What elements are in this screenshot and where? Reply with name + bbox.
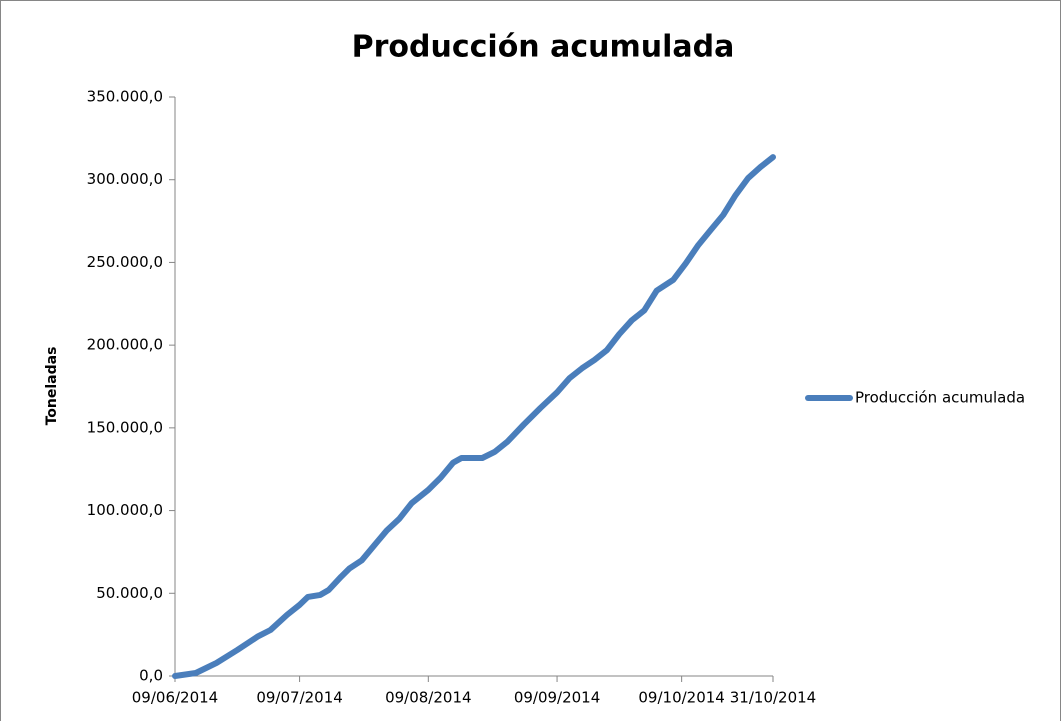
y-tick-label: 0,0 bbox=[139, 667, 163, 685]
y-axis-label: Toneladas bbox=[44, 347, 60, 426]
y-tick-label: 100.000,0 bbox=[87, 501, 163, 519]
x-tick-label: 31/10/2014 bbox=[730, 689, 816, 707]
y-tick-label: 200.000,0 bbox=[87, 336, 163, 354]
x-tick-label: 09/08/2014 bbox=[385, 689, 471, 707]
x-tick-label: 09/07/2014 bbox=[256, 689, 342, 707]
y-tick-label: 150.000,0 bbox=[87, 418, 163, 436]
x-tick-label: 09/09/2014 bbox=[514, 689, 600, 707]
series-line bbox=[172, 154, 776, 679]
chart-title: Producción acumulada bbox=[352, 30, 735, 65]
y-tick-label: 250.000,0 bbox=[87, 253, 163, 271]
y-tick-label: 350.000,0 bbox=[87, 88, 163, 106]
y-tick-label: 50.000,0 bbox=[96, 584, 163, 602]
y-tick-label: 300.000,0 bbox=[87, 170, 163, 188]
x-tick-label: 09/06/2014 bbox=[132, 689, 218, 707]
legend-label: Producción acumulada bbox=[855, 389, 1025, 407]
x-tick-label: 09/10/2014 bbox=[638, 689, 724, 707]
